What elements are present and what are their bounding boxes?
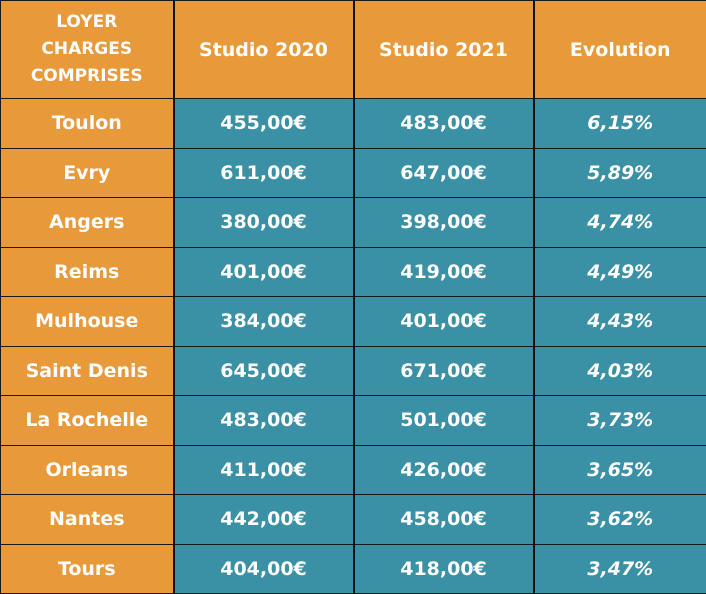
studio-2020-cell: 404,00€ [174,544,354,594]
studio-2020-cell: 611,00€ [174,148,354,198]
studio-2021-cell: 671,00€ [354,346,534,396]
studio-2021-cell: 398,00€ [354,198,534,248]
header-line-3: COMPRISES [1,63,173,90]
studio-2020-cell: 442,00€ [174,495,354,545]
evolution-cell: 4,74% [534,198,706,248]
city-column-header: LOYER CHARGES COMPRISES [1,1,174,99]
studio-2020-cell: 384,00€ [174,297,354,347]
studio-2021-cell: 418,00€ [354,544,534,594]
evolution-cell: 3,47% [534,544,706,594]
evolution-cell: 3,65% [534,445,706,495]
studio-2021-cell: 647,00€ [354,148,534,198]
city-cell: Saint Denis [1,346,174,396]
studio-2020-cell: 401,00€ [174,247,354,297]
evolution-cell: 4,03% [534,346,706,396]
header-line-1: LOYER [1,9,173,36]
studio-2021-cell: 426,00€ [354,445,534,495]
header-line-2: CHARGES [1,36,173,63]
studio-2021-cell: 419,00€ [354,247,534,297]
city-cell: Tours [1,544,174,594]
evolution-header: Evolution [534,1,706,99]
city-cell: La Rochelle [1,396,174,446]
studio-2020-cell: 483,00€ [174,396,354,446]
studio-2021-cell: 401,00€ [354,297,534,347]
city-cell: Toulon [1,99,174,149]
city-cell: Evry [1,148,174,198]
evolution-cell: 5,89% [534,148,706,198]
studio-2021-cell: 483,00€ [354,99,534,149]
studio-2020-cell: 455,00€ [174,99,354,149]
city-cell: Reims [1,247,174,297]
studio-2020-header: Studio 2020 [174,1,354,99]
studio-2020-cell: 645,00€ [174,346,354,396]
evolution-cell: 3,62% [534,495,706,545]
header-row: LOYER CHARGES COMPRISES Studio 2020 Stud… [1,1,706,99]
studio-2020-cell: 411,00€ [174,445,354,495]
evolution-cell: 3,73% [534,396,706,446]
studio-2020-cell: 380,00€ [174,198,354,248]
evolution-cell: 6,15% [534,99,706,149]
studio-2021-cell: 501,00€ [354,396,534,446]
city-cell: Mulhouse [1,297,174,347]
evolution-cell: 4,49% [534,247,706,297]
evolution-cell: 4,43% [534,297,706,347]
studio-2021-cell: 458,00€ [354,495,534,545]
city-cell: Nantes [1,495,174,545]
city-cell: Angers [1,198,174,248]
studio-2021-header: Studio 2021 [354,1,534,99]
city-cell: Orleans [1,445,174,495]
